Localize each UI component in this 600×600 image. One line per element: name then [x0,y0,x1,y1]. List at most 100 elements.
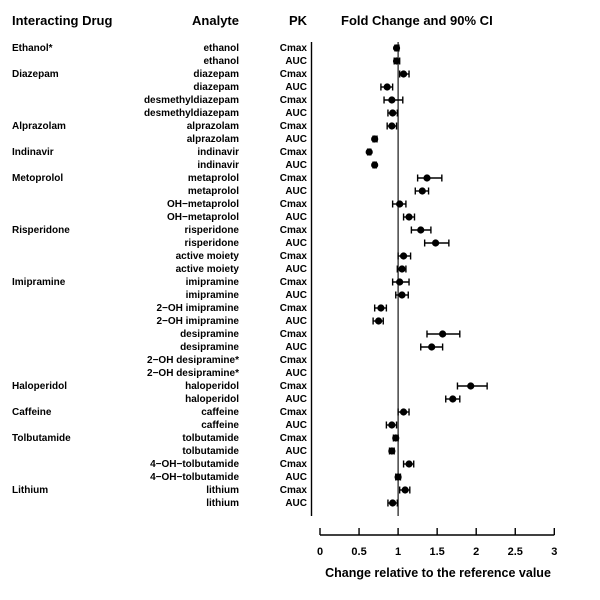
point-estimate-marker [431,239,440,247]
pk-label: Cmax [279,458,307,470]
pk-label: Cmax [279,198,307,210]
column-header-fold-change: Fold Change and 90% CI [341,13,493,28]
x-axis-tick-label: 2.5 [507,546,523,558]
point-estimate-marker [371,161,379,169]
pk-label: Cmax [279,406,307,418]
analyte-label: caffeine [201,419,239,431]
pk-label: AUC [285,367,307,379]
pk-label: AUC [285,211,307,223]
point-estimate-marker [388,122,396,130]
analyte-label: risperidone [184,237,239,249]
analyte-label: 2−OH imipramine [156,302,239,314]
drug-label: Metoprolol [12,172,64,184]
x-axis-tick-label: 0 [316,546,324,558]
drug-label: Ethanol* [12,42,53,54]
analyte-label: indinavir [197,146,239,158]
analyte-label: desipramine [180,328,239,340]
pk-label: Cmax [279,120,307,132]
point-estimate-marker [394,473,402,481]
analyte-label: indinavir [197,159,239,171]
point-estimate-marker [383,83,391,91]
pk-label: AUC [285,419,307,431]
point-estimate-marker [423,174,431,182]
x-axis-tick-label: 0.5 [351,546,367,558]
analyte-label: 4−OH−tolbutamide [150,458,239,470]
x-axis-tick-label: 1.5 [429,546,445,558]
analyte-label: metaprolol [187,185,239,197]
analyte-label: desipramine [180,341,239,353]
drug-label: Indinavir [12,146,54,158]
point-estimate-marker [418,187,426,195]
point-estimate-marker [405,460,413,468]
pk-label: AUC [285,237,307,249]
analyte-label: tolbutamide [182,445,239,457]
pk-label: AUC [285,315,307,327]
point-estimate-marker [392,57,401,65]
point-estimate-marker [449,395,457,403]
x-axis-title: Change relative to the reference value [325,566,551,580]
pk-label: AUC [285,393,307,405]
point-estimate-marker [398,291,406,299]
analyte-label: 2−OH desipramine* [147,367,239,379]
analyte-label: imipramine [185,289,239,301]
point-estimate-marker [392,44,401,52]
column-header-pk: PK [288,13,307,28]
pk-label: AUC [285,159,307,171]
column-header-analyte: Analyte [192,13,239,28]
analyte-label: desmethyldiazepam [143,107,239,119]
drug-label: Diazepam [12,68,59,80]
point-estimate-marker [388,96,396,104]
x-axis-tick-label: 1 [395,546,402,558]
pk-label: AUC [285,289,307,301]
drug-label: Lithium [12,484,49,496]
analyte-label: OH−metaprolol [167,211,239,223]
point-estimate-marker [371,135,379,143]
point-estimate-marker [389,499,397,507]
drug-label: Tolbutamide [12,432,71,444]
analyte-label: 2−OH desipramine* [147,354,239,366]
x-axis-tick-label: 2 [473,546,480,558]
pk-label: Cmax [279,146,307,158]
analyte-label: lithium [206,497,239,509]
analyte-label: ethanol [203,55,239,67]
pk-label: Cmax [279,276,307,288]
pk-label: Cmax [279,432,307,444]
pk-label: AUC [285,107,307,119]
point-estimate-marker [399,70,408,78]
pk-label: AUC [285,341,307,353]
point-estimate-marker [389,109,397,117]
pk-label: Cmax [279,380,307,392]
point-estimate-marker [374,317,383,325]
pk-label: Cmax [279,172,307,184]
analyte-label: diazepam [193,68,239,80]
analyte-label: ethanol [203,42,239,54]
pk-label: Cmax [279,42,307,54]
pk-label: Cmax [279,250,307,262]
analyte-label: metaprolol [187,172,239,184]
analyte-label: haloperidol [185,393,239,405]
pk-label: Cmax [279,68,307,80]
point-estimate-marker [377,304,385,312]
pk-label: AUC [285,445,307,457]
pk-label: Cmax [279,224,307,236]
analyte-label: alprazolam [186,133,239,145]
point-estimate-marker [388,447,396,455]
analyte-label: tolbutamide [182,432,239,444]
analyte-label: imipramine [185,276,239,288]
point-estimate-marker [392,434,400,442]
pk-label: AUC [285,133,307,145]
point-estimate-marker [401,486,409,494]
point-estimate-marker [439,330,447,338]
point-estimate-marker [428,343,436,351]
drug-label: Haloperidol [12,380,68,392]
pk-label: Cmax [279,94,307,106]
pk-label: Cmax [279,354,307,366]
pk-label: AUC [285,185,307,197]
point-estimate-marker [365,148,373,156]
point-estimate-marker [399,252,408,260]
analyte-label: active moiety [175,250,239,262]
analyte-label: 4−OH−tolbutamide [150,471,239,483]
analyte-label: diazepam [193,81,239,93]
